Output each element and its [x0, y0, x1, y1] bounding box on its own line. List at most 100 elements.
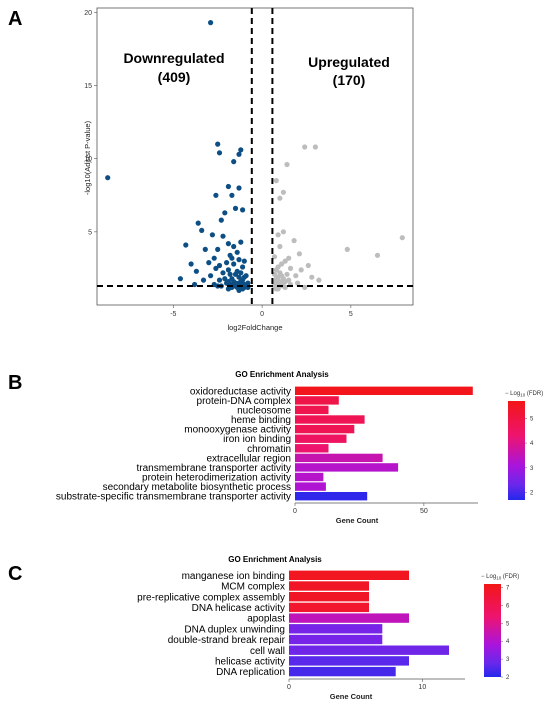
downregulated-count: (409): [158, 69, 191, 85]
category-label: DNA helicase activity: [192, 603, 285, 614]
down-point: [206, 260, 212, 266]
bar: [289, 602, 369, 613]
y-tick-label: 10: [84, 156, 92, 163]
bar: [295, 472, 324, 482]
down-point: [240, 264, 246, 270]
down-point: [216, 277, 223, 283]
down-point: [225, 183, 231, 190]
bar: [295, 424, 355, 434]
up-point: [286, 255, 292, 261]
category-label: pre-replicative complex assembly: [137, 592, 285, 603]
down-point: [236, 257, 242, 263]
up-point: [277, 243, 283, 250]
up-point: [284, 161, 290, 168]
go-enrichment-chart-c: GO Enrichment Analysis manganese ion bind…: [137, 555, 519, 701]
down-point: [224, 260, 230, 266]
legend-tick-label: 5: [506, 621, 510, 627]
down-point: [183, 242, 189, 248]
category-label: heme binding: [231, 415, 291, 426]
bar: [289, 592, 369, 602]
up-point: [302, 284, 308, 290]
down-point: [220, 270, 226, 276]
bar: [295, 396, 339, 405]
upregulated-label: Upregulated: [308, 54, 390, 70]
legend-color-bar: [484, 584, 501, 677]
legend-title: − Log10 (FDR): [505, 391, 543, 398]
down-point: [220, 233, 226, 239]
bar: [295, 434, 347, 443]
upregulated-count: (170): [333, 72, 366, 88]
down-point: [234, 249, 240, 255]
down-point: [200, 277, 207, 283]
category-label: DNA replication: [216, 667, 285, 678]
up-point: [305, 262, 311, 269]
up-point: [275, 232, 281, 238]
bar: [295, 482, 326, 491]
bar: [289, 634, 383, 645]
up-point: [273, 267, 279, 273]
down-point: [213, 265, 219, 271]
up-point: [344, 246, 350, 252]
bar: [295, 492, 368, 501]
down-point: [238, 270, 244, 276]
x-axis-title: Gene Count: [336, 516, 379, 525]
down-point: [231, 243, 237, 250]
category-label: oxidoreductase activity: [190, 386, 291, 397]
down-point: [236, 151, 242, 157]
down-point: [236, 274, 242, 280]
down-point: [227, 271, 233, 277]
category-label: iron ion binding: [223, 434, 291, 445]
category-label: secondary metabolite biosynthetic proces…: [103, 482, 291, 493]
down-point: [208, 20, 214, 26]
bar: [289, 624, 383, 634]
down-point: [211, 255, 217, 261]
x-tick-label: 0: [260, 311, 264, 318]
bar: [289, 645, 449, 655]
x-tick-label: 50: [420, 508, 428, 515]
down-point: [222, 210, 228, 216]
chart-title: GO Enrichment Analysis: [228, 555, 322, 564]
category-label: helicase activity: [215, 656, 285, 667]
volcano-plot: -5 0 5 5 10 15 20 log2FoldChange -log10(Adjust P…: [83, 7, 414, 332]
up-point: [312, 144, 318, 150]
up-point: [295, 280, 301, 286]
up-point: [275, 286, 281, 292]
go-enrichment-chart-b: GO Enrichment Analysis oxidoreductase act…: [56, 370, 543, 525]
down-point: [240, 207, 246, 213]
down-point: [229, 192, 235, 198]
up-point: [399, 235, 405, 241]
down-point: [195, 220, 201, 226]
legend-color-bar: [508, 401, 525, 500]
legend-tick-label: 4: [530, 441, 534, 447]
up-point: [316, 277, 322, 283]
x-axis-title: log2FoldChange: [227, 323, 282, 332]
down-point: [225, 241, 231, 247]
y-axis-title: -log10(Adjust P-value): [83, 120, 92, 195]
legend-tick-label: 4: [506, 639, 510, 645]
down-point: [218, 217, 224, 223]
up-point: [282, 258, 288, 264]
bar: [289, 581, 369, 591]
down-point: [231, 261, 237, 267]
bar: [295, 415, 365, 424]
down-point: [192, 281, 198, 288]
down-point: [216, 150, 223, 156]
category-label: manganese ion binding: [182, 571, 285, 582]
bar: [295, 463, 399, 472]
down-point: [202, 246, 208, 252]
down-point: [209, 232, 215, 238]
bar: [289, 656, 409, 666]
category-label: substrate-specific transmembrane transpo…: [56, 492, 291, 503]
y-tick-label: 20: [84, 10, 92, 17]
x-axis-title: Gene Count: [330, 692, 373, 701]
up-point: [291, 238, 297, 244]
plot-frame: [96, 7, 414, 306]
down-point: [225, 267, 231, 273]
category-label: MCM complex: [221, 582, 285, 593]
up-point: [279, 261, 285, 267]
x-tick-label: -5: [170, 311, 176, 318]
x-tick-label: 5: [349, 311, 353, 318]
up-point: [374, 252, 381, 258]
legend-title: − Log10 (FDR): [481, 574, 519, 581]
category-label: DNA duplex unwinding: [184, 624, 285, 635]
